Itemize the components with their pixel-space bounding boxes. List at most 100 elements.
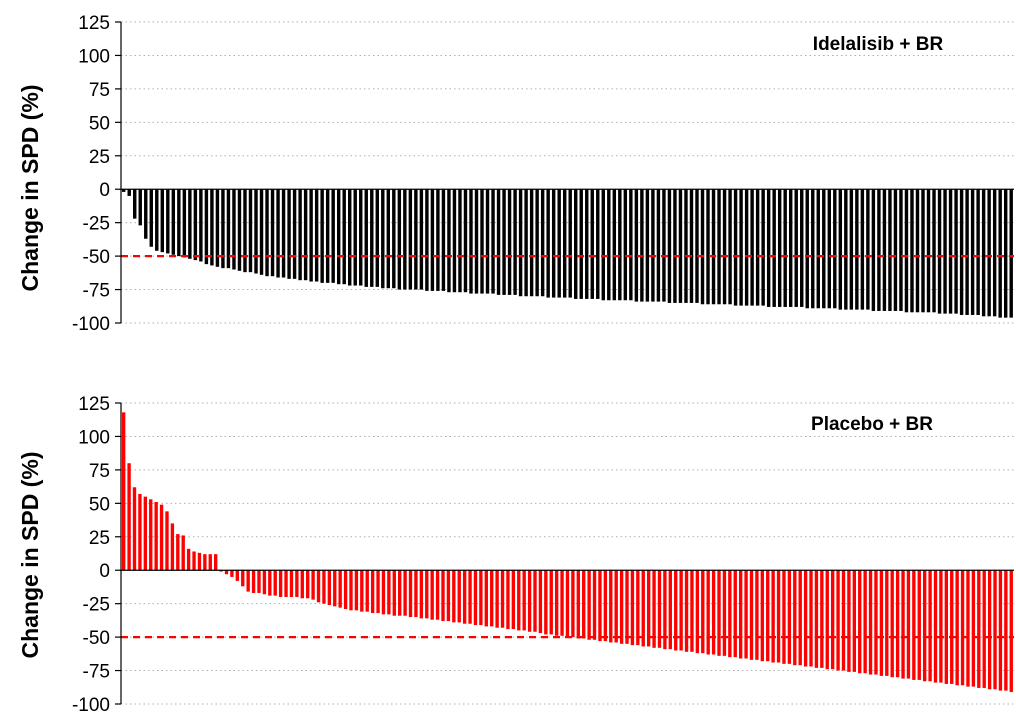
bar <box>690 570 694 652</box>
bar <box>278 570 283 597</box>
bar <box>325 189 330 283</box>
bar <box>893 189 898 311</box>
bar <box>706 570 710 655</box>
bar <box>803 570 808 667</box>
bar <box>761 189 765 306</box>
bar <box>398 570 402 616</box>
bar <box>623 189 628 301</box>
bar <box>333 570 337 607</box>
bar <box>910 189 914 313</box>
bar <box>711 570 716 655</box>
bar <box>243 189 247 273</box>
bar <box>904 189 909 313</box>
bar <box>701 570 705 654</box>
bar <box>359 189 363 286</box>
bar <box>513 189 517 295</box>
bar <box>794 189 798 307</box>
bar <box>885 570 889 676</box>
bar <box>197 552 202 571</box>
bar <box>160 189 165 253</box>
bar <box>289 570 294 597</box>
bar <box>535 189 539 297</box>
bar <box>182 189 187 258</box>
bar <box>809 570 813 667</box>
bar <box>560 570 564 636</box>
bar <box>502 189 506 295</box>
bar <box>939 570 943 683</box>
bar <box>684 189 688 303</box>
bar <box>458 189 462 293</box>
bar <box>668 570 672 650</box>
bar <box>386 189 391 289</box>
bar <box>219 570 223 572</box>
bar <box>276 189 280 278</box>
bar <box>860 189 865 310</box>
bar <box>436 189 440 291</box>
bar <box>414 189 418 290</box>
bar <box>711 189 716 305</box>
bar <box>888 189 892 311</box>
bar <box>926 189 931 313</box>
bar <box>365 570 369 612</box>
bar <box>977 570 981 688</box>
bar <box>327 570 332 605</box>
y-tick-label: 100 <box>78 46 110 67</box>
bar <box>890 570 894 678</box>
bar <box>251 570 256 593</box>
bar <box>640 189 644 302</box>
bar <box>387 570 391 615</box>
bar <box>518 189 523 297</box>
bar <box>479 570 483 626</box>
bar <box>592 570 597 640</box>
bar <box>127 463 131 571</box>
y-tick-label: 0 <box>99 180 110 201</box>
bar <box>376 570 380 614</box>
bar <box>827 189 831 309</box>
bar <box>435 570 440 620</box>
y-tick-label: -75 <box>83 281 110 302</box>
bar <box>901 570 905 679</box>
bar <box>579 189 583 299</box>
bar <box>496 189 501 295</box>
bar <box>882 189 887 311</box>
bar <box>684 570 689 652</box>
bar <box>598 570 602 642</box>
bar <box>937 189 942 314</box>
bar <box>138 189 142 226</box>
bar <box>695 189 699 303</box>
bar <box>987 189 991 317</box>
bar <box>645 189 650 302</box>
bar <box>955 570 959 686</box>
y-tick-labels: 125 100 75 50 25 0 -25 -50 -75 -100 <box>72 394 110 716</box>
bar <box>316 570 321 603</box>
bar <box>618 189 622 301</box>
bar <box>186 548 191 571</box>
bar <box>574 189 578 299</box>
bar <box>912 570 916 680</box>
bar <box>877 189 881 311</box>
bar <box>554 570 559 636</box>
bar <box>221 189 225 269</box>
bar <box>933 570 938 683</box>
y-tick-label: 75 <box>89 461 110 482</box>
bar <box>630 570 635 646</box>
bar <box>468 570 472 624</box>
bar <box>430 570 434 620</box>
bar <box>811 189 815 309</box>
bar <box>855 189 859 310</box>
bar <box>787 570 792 664</box>
bar <box>695 570 700 654</box>
panel-title: Idelalisib + BR <box>813 34 944 55</box>
bar <box>601 189 605 301</box>
y-tick-label: 125 <box>78 13 110 34</box>
bar <box>208 554 212 571</box>
y-tick-label: -100 <box>72 695 110 715</box>
bar <box>419 189 424 290</box>
bar <box>320 189 324 283</box>
bar <box>750 189 754 306</box>
bar <box>917 570 921 680</box>
bar <box>419 570 424 619</box>
bar <box>899 189 903 311</box>
bar <box>993 570 997 690</box>
